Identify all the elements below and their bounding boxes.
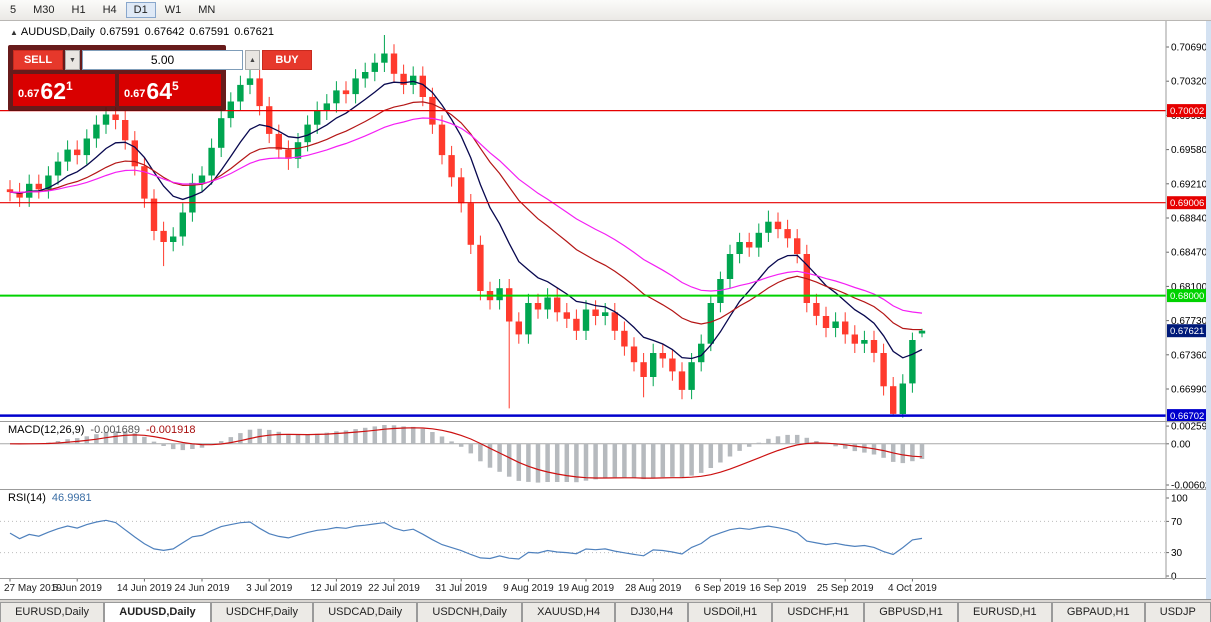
svg-text:-0.006029: -0.006029 [1171,481,1211,492]
timeframe-m30[interactable]: M30 [25,2,62,18]
timeframe-mn[interactable]: MN [190,2,223,18]
rsi-name: RSI(14) [8,492,46,504]
one-click-trading-panel: SELL ▼ ▲ BUY 0.67 62 1 0.67 64 5 [8,45,312,111]
svg-text:12 Jul 2019: 12 Jul 2019 [311,583,363,594]
svg-text:100: 100 [1171,494,1188,505]
svg-text:0.00: 0.00 [1171,439,1191,450]
svg-text:24 Jun 2019: 24 Jun 2019 [174,583,229,594]
horizontal-lines-layer [0,109,1166,417]
buy-price-big: 64 [146,78,173,105]
svg-text:0.69210: 0.69210 [1171,179,1208,190]
svg-text:27 May 2019: 27 May 2019 [4,583,62,594]
svg-text:0.68100: 0.68100 [1171,282,1208,293]
buy-price-prefix: 0.67 [124,88,146,100]
svg-text:22 Jul 2019: 22 Jul 2019 [368,583,420,594]
ohlc-low: 0.67591 [189,26,230,38]
price-axis: 0.706900.703200.699500.695800.692100.688… [1166,43,1208,423]
tab-eurusd-daily[interactable]: EURUSD,Daily [0,602,105,622]
ohlc-open: 0.67591 [99,26,140,38]
timeframe-toolbar: 5 M30 H1 H4 D1 W1 MN [0,0,1211,21]
rsi-indicator-label: RSI(14) 46.9981 [8,492,92,504]
svg-text:0: 0 [1171,572,1177,583]
svg-text:0.68470: 0.68470 [1171,248,1208,259]
tab-usdcad-daily[interactable]: USDCAD,Daily [313,602,418,622]
tab-gbpusd-h1[interactable]: GBPUSD,H1 [864,602,958,622]
buy-button[interactable]: BUY [262,50,312,70]
window-frame-edge [1206,21,1211,599]
svg-text:0.67360: 0.67360 [1171,350,1208,361]
macd-pane: 0.002592 0.00 -0.006029 [0,422,1211,492]
svg-text:0.67730: 0.67730 [1171,316,1208,327]
lot-decrease-button[interactable]: ▼ [65,50,80,70]
svg-text:28 Aug 2019: 28 Aug 2019 [625,583,682,594]
svg-text:16 Sep 2019: 16 Sep 2019 [750,583,807,594]
svg-text:0.70320: 0.70320 [1171,77,1208,88]
sell-price-prefix: 0.67 [18,88,40,100]
svg-text:0.68840: 0.68840 [1171,214,1208,225]
svg-text:3 Jul 2019: 3 Jul 2019 [246,583,293,594]
timeframe-h4[interactable]: H4 [95,2,125,18]
timeframe-w1[interactable]: W1 [157,2,190,18]
chart-ohlc-header: ▲ AUDUSD,Daily 0.67591 0.67642 0.67591 0.6762… [10,26,274,38]
tab-usdchf-h1[interactable]: USDCHF,H1 [772,602,865,622]
tab-usdoil-h1[interactable]: USDOil,H1 [688,602,773,622]
svg-text:9 Aug 2019: 9 Aug 2019 [503,583,554,594]
timeframe-5[interactable]: 5 [2,2,24,18]
chart-canvas[interactable]: 0.706900.703200.699500.695800.692100.688… [0,21,1211,599]
lot-increase-button[interactable]: ▲ [245,50,260,70]
chart-window: 0.706900.703200.699500.695800.692100.688… [0,21,1211,599]
sell-price-big: 62 [40,78,67,105]
tab-audusd-daily[interactable]: AUDUSD,Daily [104,602,211,622]
rsi-value: 46.9981 [51,492,92,504]
macd-signal-value: -0.001918 [145,424,196,436]
macd-name: MACD(12,26,9) [8,424,85,436]
symbol-name: AUDUSD,Daily [20,26,95,38]
timeframe-d1[interactable]: D1 [125,2,156,18]
buy-price-display[interactable]: 0.67 64 5 [119,74,221,106]
tab-eurusd-h1[interactable]: EURUSD,H1 [957,602,1052,622]
svg-text:25 Sep 2019: 25 Sep 2019 [817,583,874,594]
svg-text:31 Jul 2019: 31 Jul 2019 [435,583,487,594]
buy-price-pip: 5 [172,79,179,93]
sell-button[interactable]: SELL [13,50,63,70]
svg-text:0.70002: 0.70002 [1170,106,1204,117]
tab-gbpaud-h1[interactable]: GBPAUD,H1 [1051,602,1145,622]
svg-text:0.67621: 0.67621 [1170,326,1204,337]
svg-text:30: 30 [1171,548,1183,559]
svg-text:0.68000: 0.68000 [1170,291,1204,302]
svg-text:5 Jun 2019: 5 Jun 2019 [52,583,102,594]
svg-text:14 Jun 2019: 14 Jun 2019 [117,583,172,594]
svg-text:4 Oct 2019: 4 Oct 2019 [888,583,937,594]
chart-tabs-bar: EURUSD,Daily AUDUSD,Daily USDCHF,Daily USDC… [0,599,1211,622]
svg-text:0.66990: 0.66990 [1171,385,1208,396]
symbol-marker-icon: ▲ [10,28,18,37]
ohlc-high: 0.67642 [144,26,185,38]
rsi-pane: 100 70 30 0 [0,494,1188,583]
svg-text:70: 70 [1171,517,1183,528]
svg-text:0.66702: 0.66702 [1170,411,1204,422]
lot-size-input[interactable] [82,50,243,70]
macd-indicator-label: MACD(12,26,9) -0.001689 -0.001918 [8,424,196,436]
tab-dj30-h4[interactable]: DJ30,H4 [615,602,689,622]
tab-usdchf-daily[interactable]: USDCHF,Daily [210,602,314,622]
svg-text:0.002592: 0.002592 [1171,422,1211,433]
tab-usdcnh-daily[interactable]: USDCNH,Daily [417,602,523,622]
tab-usdjp[interactable]: USDJP [1144,602,1211,622]
tab-xauusd-h4[interactable]: XAUUSD,H4 [522,602,616,622]
timeframe-h1[interactable]: H1 [64,2,94,18]
sell-price-display[interactable]: 0.67 62 1 [13,74,115,106]
svg-text:0.70690: 0.70690 [1171,43,1208,54]
svg-text:0.69006: 0.69006 [1170,198,1204,209]
ma-lines-layer [9,80,923,360]
ohlc-close: 0.67621 [234,26,274,38]
macd-value: -0.001689 [90,424,140,436]
svg-text:6 Sep 2019: 6 Sep 2019 [695,583,747,594]
sell-price-pip: 1 [66,79,73,93]
svg-text:19 Aug 2019: 19 Aug 2019 [558,583,615,594]
svg-text:0.69580: 0.69580 [1171,145,1208,156]
